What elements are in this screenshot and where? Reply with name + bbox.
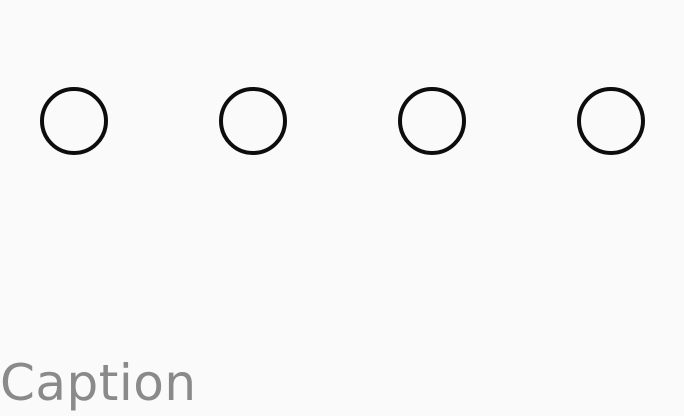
- caption-text: Caption: [0, 354, 197, 412]
- radio-button-3[interactable]: [398, 87, 466, 155]
- radio-button-1[interactable]: [40, 87, 108, 155]
- radio-button-2[interactable]: [219, 87, 287, 155]
- radio-button-4[interactable]: [577, 87, 645, 155]
- radio-group: [40, 87, 645, 155]
